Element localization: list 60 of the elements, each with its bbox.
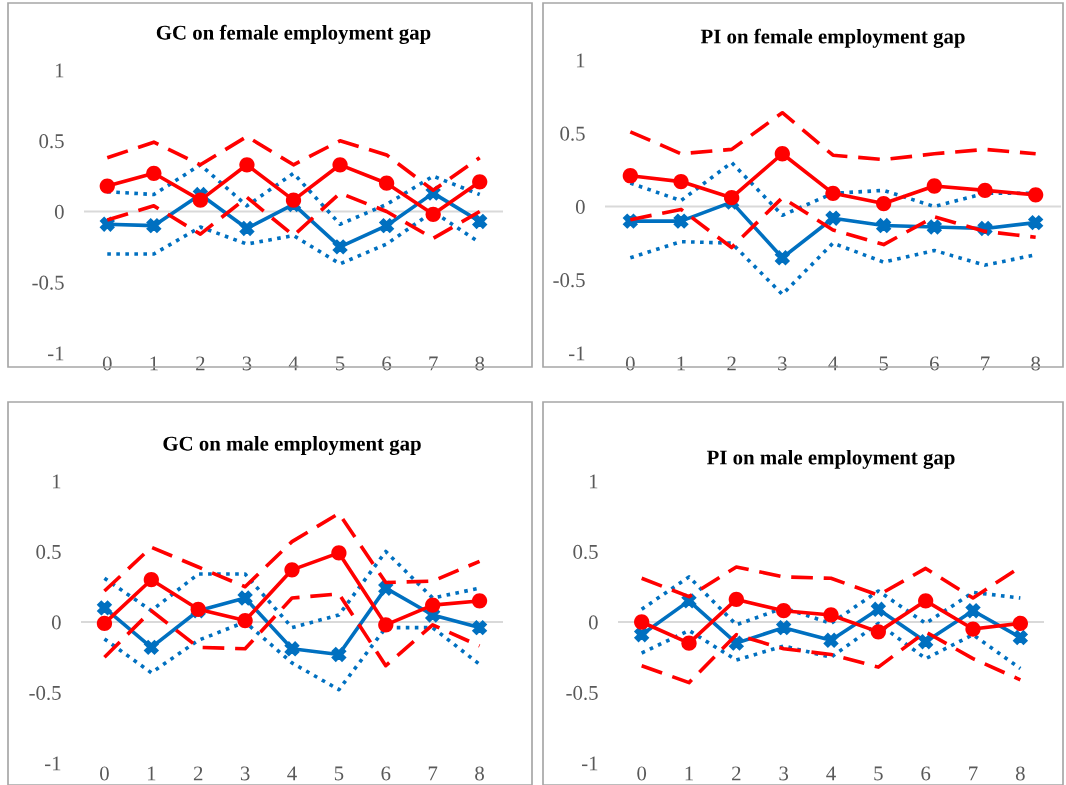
chart-title: PI on male employment gap	[706, 449, 955, 469]
x-tick-label: 2	[193, 766, 203, 781]
x-tick-label: 2	[732, 766, 741, 781]
x-tick-label: 7	[969, 766, 978, 781]
x-tick-label: 3	[779, 766, 789, 781]
y-tick-label: -1	[568, 346, 585, 361]
y-tick-label: -0.5	[566, 685, 598, 701]
y-tick-label: 1	[52, 474, 61, 489]
y-tick-label: 1	[55, 63, 64, 78]
x-tick-label: 0	[637, 766, 647, 781]
x-tick-label: 8	[475, 356, 485, 371]
x-tick-label: 5	[334, 766, 344, 781]
x-tick-label: 1	[677, 356, 685, 371]
y-tick-label: 0	[575, 199, 585, 214]
x-tick-label: 2	[196, 356, 205, 371]
x-tick-label: 2	[727, 356, 736, 371]
y-tick-label: 1	[589, 474, 598, 489]
y-tick-label: 1	[576, 53, 585, 68]
x-tick-label: 1	[147, 766, 156, 781]
y-tick-label: -1	[581, 756, 598, 771]
x-tick-label: 4	[826, 766, 836, 781]
x-tick-label: 5	[874, 766, 883, 781]
x-tick-label: 4	[287, 766, 297, 781]
chart-title: GC on female employment gap	[156, 24, 431, 45]
x-tick-label: 6	[930, 356, 939, 371]
x-tick-label: 8	[1031, 356, 1041, 371]
x-tick-label: 1	[685, 766, 693, 781]
y-tick-label: 0.5	[39, 134, 64, 149]
x-tick-label: 3	[242, 356, 252, 371]
y-tick-label: -0.5	[553, 273, 585, 288]
x-tick-label: 4	[288, 356, 299, 371]
x-tick-label: 6	[381, 766, 391, 781]
x-tick-label: 5	[336, 356, 345, 371]
x-tick-label: 0	[100, 766, 109, 781]
x-tick-label: 8	[1015, 766, 1025, 781]
x-tick-label: 0	[625, 356, 635, 371]
x-tick-label: 6	[921, 766, 931, 781]
y-tick-label: 0.5	[36, 544, 61, 560]
x-tick-label: 3	[778, 356, 787, 371]
y-tick-label: 0.5	[573, 544, 598, 560]
y-tick-label: 0.5	[560, 126, 585, 141]
x-tick-label: 4	[828, 356, 838, 371]
x-tick-label: 7	[429, 356, 438, 371]
x-tick-label: 7	[428, 766, 438, 781]
chart-title: PI on female employment gap	[700, 28, 965, 48]
y-tick-label: 0	[588, 615, 598, 630]
x-tick-label: 1	[150, 356, 158, 371]
y-tick-label: -0.5	[29, 685, 61, 701]
y-tick-label: -1	[47, 346, 64, 361]
x-tick-label: 0	[102, 356, 112, 371]
y-tick-label: -0.5	[32, 275, 64, 290]
x-tick-label: 7	[981, 356, 990, 371]
x-tick-label: 3	[240, 766, 250, 781]
y-tick-label: 0	[54, 204, 64, 219]
y-tick-label: -1	[44, 756, 61, 771]
chart-title: GC on male employment gap	[163, 435, 421, 456]
x-tick-label: 6	[382, 356, 392, 371]
y-tick-label: 0	[51, 615, 61, 630]
x-tick-label: 8	[475, 766, 484, 781]
x-tick-label: 5	[879, 356, 889, 371]
